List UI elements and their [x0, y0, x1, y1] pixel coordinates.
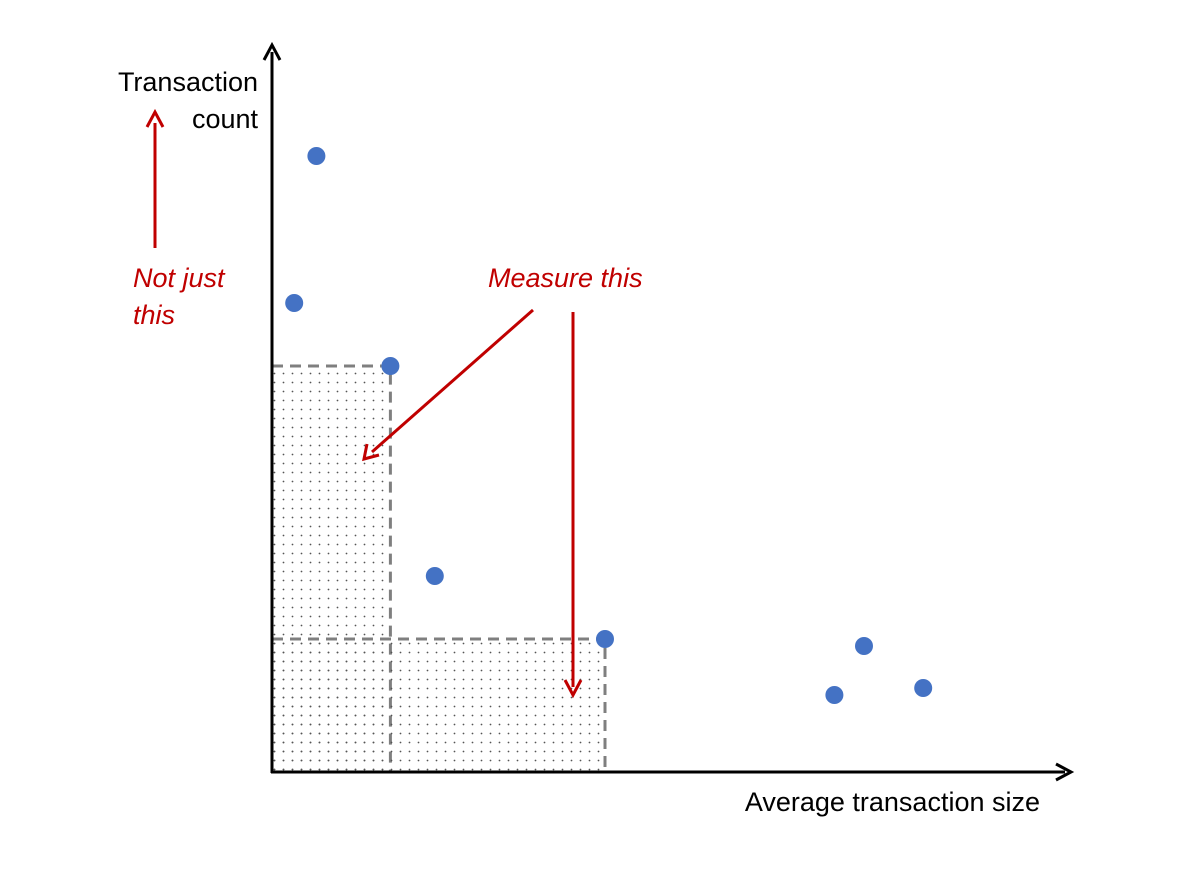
y-axis-title-line2: count: [192, 104, 259, 134]
data-point-1: [307, 147, 326, 165]
data-point-2: [285, 294, 304, 312]
data-point-5: [596, 630, 614, 648]
shaded-regions: [272, 364, 607, 772]
not-just-label-line1: Not just: [133, 263, 226, 293]
data-point-8: [914, 679, 933, 697]
annotation-not-just-this: Not just this: [133, 108, 226, 330]
data-point-7: [825, 686, 844, 704]
data-point-6: [855, 637, 873, 655]
y-axis-arrowhead: [262, 41, 282, 61]
axes: [262, 41, 1075, 782]
not-just-label-line2: this: [133, 300, 175, 330]
data-points: [285, 147, 933, 704]
y-axis-title-line1: Transaction: [118, 67, 258, 97]
measure-label: Measure this: [488, 263, 643, 293]
x-axis-title: Average transaction size: [745, 787, 1040, 817]
annotation-measure-this: Measure this: [362, 263, 643, 699]
data-point-4: [425, 567, 444, 585]
diagonal-arrow-head: [362, 443, 380, 462]
down-arrow-head: [563, 679, 583, 699]
shaded-region-2: [272, 639, 605, 772]
x-axis-arrowhead: [1055, 762, 1075, 782]
data-point-3: [381, 357, 400, 375]
up-arrow-head: [145, 108, 165, 128]
diagonal-arrow-shaft: [371, 308, 534, 454]
